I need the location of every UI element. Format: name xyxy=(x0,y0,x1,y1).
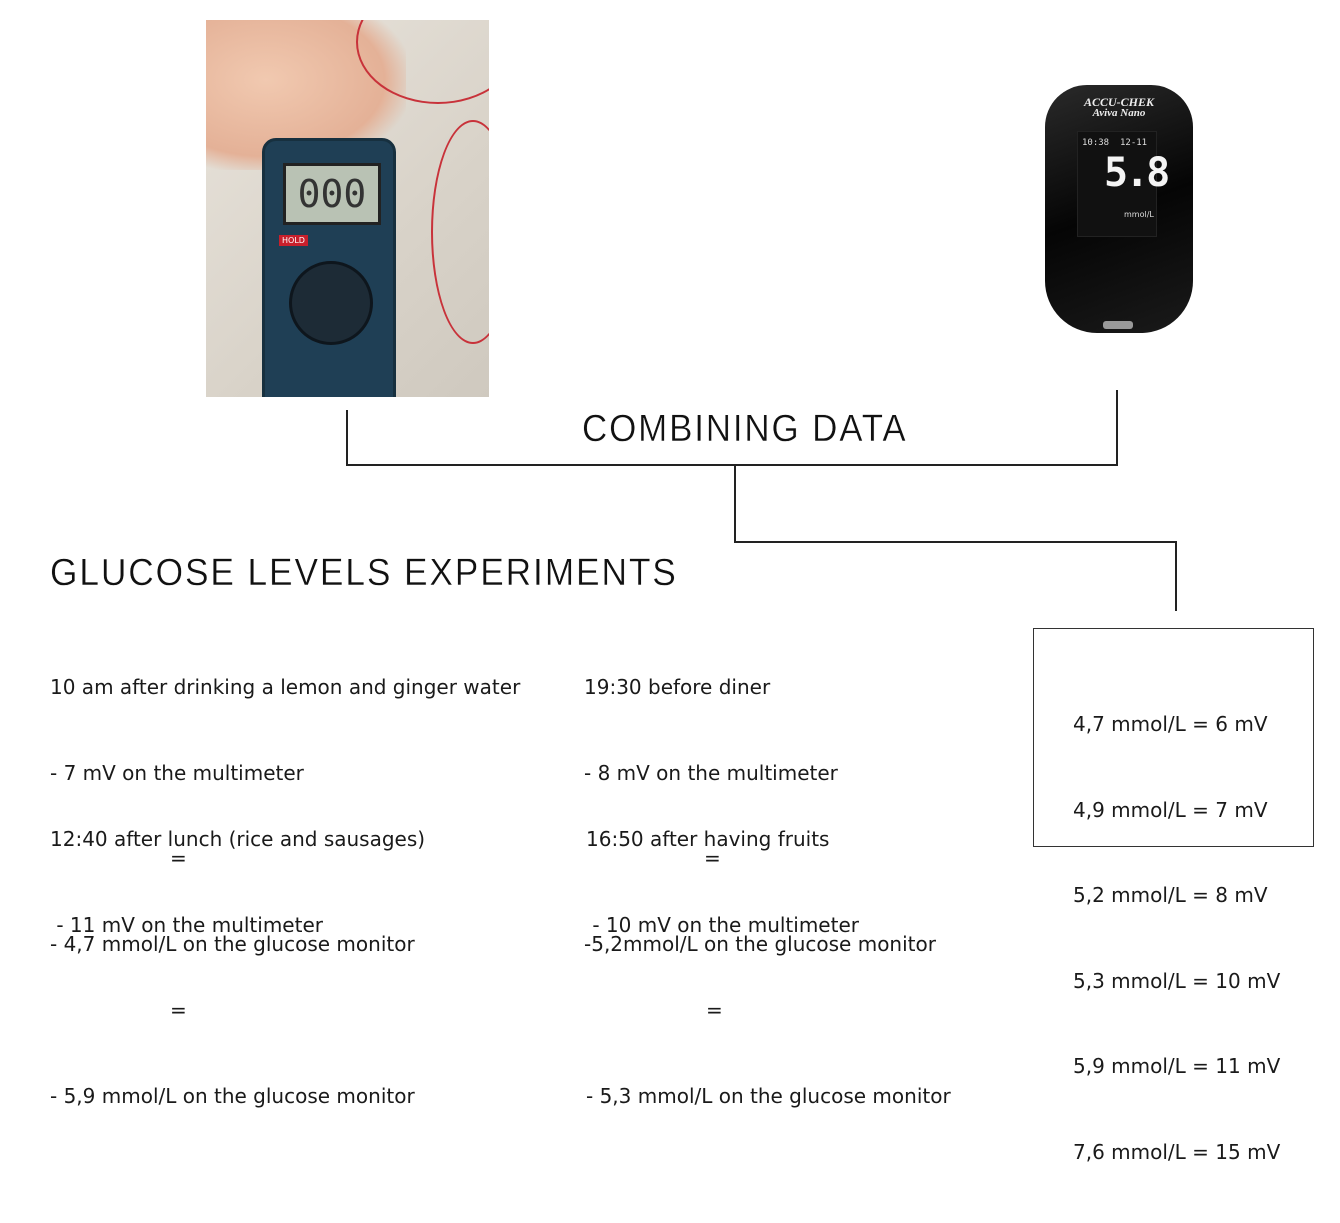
connector-line xyxy=(1116,390,1118,466)
equals-sign: = xyxy=(706,998,723,1022)
glucose-monitor-brand: ACCU-CHEK Aviva Nano xyxy=(1045,95,1193,119)
connector-line xyxy=(734,541,1177,543)
experiments-title: Glucose levels experiments xyxy=(50,552,678,594)
probe-wire xyxy=(431,120,489,344)
multimeter-photo: 000 HOLD xyxy=(206,20,489,397)
multimeter-reading: - 7 mV on the multimeter xyxy=(50,760,304,785)
experiment-block: 10 am after drinking a lemon and ginger … xyxy=(50,616,520,987)
connector-line xyxy=(734,464,736,543)
glucose-monitor-photo: ACCU-CHEK Aviva Nano 10:38 12-11 5.8 mmo… xyxy=(1045,85,1193,333)
monitor-time: 10:38 xyxy=(1082,138,1110,148)
connector-line xyxy=(1175,541,1177,611)
model-name: Aviva Nano xyxy=(1092,107,1146,119)
combining-data-title: Combining data xyxy=(582,408,908,450)
equals-sign: = xyxy=(704,846,721,870)
experiment-block: 16:50 after having fruits - 10 mV on the… xyxy=(586,768,951,1139)
multimeter-reading: - 10 mV on the multimeter xyxy=(586,912,859,937)
monitor-reading-text: - 5,9 mmol/L on the glucose monitor xyxy=(50,1083,415,1108)
multimeter-display: 000 xyxy=(283,163,381,225)
monitor-date: 12-11 xyxy=(1120,138,1148,148)
connector-line xyxy=(346,410,348,466)
connector-line xyxy=(346,464,1118,466)
summary-row: 5,2 mmol/L = 8 mV xyxy=(1073,883,1268,907)
experiment-heading: 10 am after drinking a lemon and ginger … xyxy=(50,675,521,699)
experiment-heading: 19:30 before diner xyxy=(584,675,771,699)
summary-box: 4,7 mmol/L = 6 mV 4,9 mmol/L = 7 mV 5,2 … xyxy=(1033,628,1314,1164)
summary-row: 7,6 mmol/L = 15 mV xyxy=(1073,1139,1281,1164)
summary-row: 5,3 mmol/L = 10 mV xyxy=(1073,968,1281,993)
equals-sign: = xyxy=(170,998,187,1022)
experiment-block: 12:40 after lunch (rice and sausages) - … xyxy=(50,768,425,1139)
multimeter: 000 HOLD xyxy=(262,138,396,397)
equals-sign: = xyxy=(170,846,187,870)
summary-row: 4,7 mmol/L = 6 mV xyxy=(1073,712,1268,736)
brand-name: ACCU-CHEK xyxy=(1083,95,1155,109)
summary-row: 4,9 mmol/L = 7 mV xyxy=(1073,797,1268,822)
experiment-heading: 16:50 after having fruits xyxy=(586,827,830,851)
multimeter-reading: - 11 mV on the multimeter xyxy=(50,912,323,937)
hold-button: HOLD xyxy=(279,235,308,246)
experiment-heading: 12:40 after lunch (rice and sausages) xyxy=(50,827,426,851)
monitor-reading-text: - 5,3 mmol/L on the glucose monitor xyxy=(586,1083,951,1108)
monitor-unit: mmol/L xyxy=(1124,210,1154,219)
glucose-monitor-screen: 10:38 12-11 5.8 mmol/L xyxy=(1077,131,1170,237)
summary-row: 5,9 mmol/L = 11 mV xyxy=(1073,1054,1281,1078)
rotary-dial xyxy=(289,261,373,345)
monitor-reading: 5.8 xyxy=(1104,150,1170,196)
multimeter-reading: - 8 mV on the multimeter xyxy=(584,760,838,785)
strip-port xyxy=(1103,321,1133,329)
